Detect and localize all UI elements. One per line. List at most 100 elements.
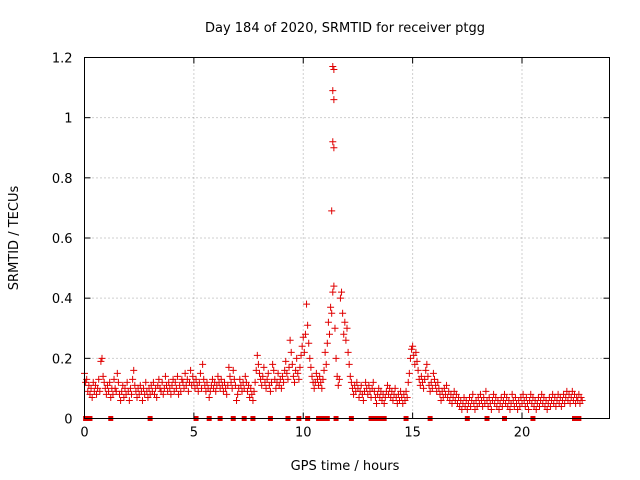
- data-point: [225, 363, 233, 371]
- data-point: [335, 375, 343, 383]
- data-point: [167, 390, 175, 398]
- data-point: [428, 384, 436, 392]
- data-point: [330, 144, 338, 152]
- data-point: [434, 378, 442, 386]
- x-tick-label: 10: [295, 426, 312, 441]
- data-point: [338, 288, 346, 296]
- data-point: [153, 393, 161, 401]
- data-point: [199, 360, 207, 368]
- data-point: [304, 321, 312, 329]
- data-point: [111, 384, 119, 392]
- data-point: [95, 375, 103, 383]
- data-point: [229, 366, 237, 374]
- data-point: [240, 384, 248, 392]
- data-point: [293, 354, 301, 362]
- data-point: [109, 390, 117, 398]
- data-point: [168, 381, 176, 389]
- data-point: [283, 369, 291, 377]
- data-point: [285, 363, 293, 371]
- data-point: [159, 390, 167, 398]
- data-point: [353, 378, 361, 386]
- data-point: [176, 381, 184, 389]
- data-point: [332, 354, 340, 362]
- data-point: [256, 369, 263, 377]
- data-point: [308, 372, 316, 380]
- data-point: [413, 357, 421, 365]
- data-point: [336, 294, 344, 302]
- data-point: [405, 369, 413, 377]
- data-point: [362, 378, 370, 386]
- data-point: [226, 372, 234, 380]
- data-point: [380, 399, 388, 407]
- data-point: [525, 405, 533, 413]
- data-point: [487, 405, 495, 413]
- y-tick-label: 0.2: [52, 352, 73, 367]
- data-point: [331, 324, 339, 332]
- data-point: [326, 330, 333, 338]
- data-point: [280, 378, 288, 386]
- data-point: [577, 393, 585, 401]
- data-point: [247, 384, 255, 392]
- data-point: [543, 405, 551, 413]
- data-point: [431, 375, 438, 383]
- data-point: [295, 375, 303, 383]
- data-point: [423, 360, 431, 368]
- data-point: [327, 303, 335, 311]
- data-point: [369, 378, 377, 386]
- data-point: [329, 288, 337, 296]
- data-point: [341, 318, 349, 326]
- data-point: [519, 390, 527, 398]
- y-tick-label: 0.4: [52, 292, 73, 307]
- data-point: [463, 405, 471, 413]
- data-point: [97, 357, 105, 365]
- data-point: [307, 363, 315, 371]
- data-point: [301, 330, 309, 338]
- data-point: [297, 351, 305, 359]
- data-point: [243, 387, 251, 395]
- data-point: [420, 384, 428, 392]
- data-point: [264, 369, 272, 377]
- data-point: [87, 384, 95, 392]
- y-tick-label: 1.2: [52, 52, 73, 67]
- data-point: [306, 354, 314, 362]
- data-point: [291, 378, 298, 386]
- data-point: [200, 375, 208, 383]
- data-point: [129, 375, 137, 383]
- data-point: [155, 375, 163, 383]
- data-point: [171, 378, 179, 386]
- data-point: [250, 387, 258, 395]
- data-point: [205, 393, 213, 401]
- x-tick-label: 5: [190, 426, 198, 441]
- data-point: [476, 390, 484, 398]
- data-point: [286, 336, 294, 344]
- data-point: [522, 393, 530, 401]
- data-point: [270, 366, 278, 374]
- x-tick-labels: 0 5 10 15 20: [80, 426, 530, 441]
- data-point: [391, 384, 399, 392]
- data-point: [343, 324, 351, 332]
- data-point: [422, 366, 430, 374]
- data-point: [406, 354, 414, 362]
- x-axis-label: GPS time / hours: [291, 459, 400, 474]
- y-tick-label: 0: [64, 413, 72, 428]
- data-point: [328, 207, 336, 215]
- data-point: [260, 363, 268, 371]
- data-point: [241, 372, 249, 380]
- data-point: [130, 366, 138, 374]
- data-point: [126, 384, 134, 392]
- data-point: [251, 378, 259, 386]
- data-point: [330, 66, 338, 74]
- data-point: [282, 357, 290, 365]
- data-point: [161, 372, 169, 380]
- data-point: [227, 378, 235, 386]
- data-point: [98, 354, 106, 362]
- data-point: [296, 363, 304, 371]
- data-point: [322, 360, 330, 368]
- data-point: [212, 387, 220, 395]
- data-point: [252, 366, 260, 374]
- data-point: [214, 372, 222, 380]
- data-point: [262, 384, 270, 392]
- data-point: [482, 387, 490, 395]
- data-point: [128, 390, 136, 398]
